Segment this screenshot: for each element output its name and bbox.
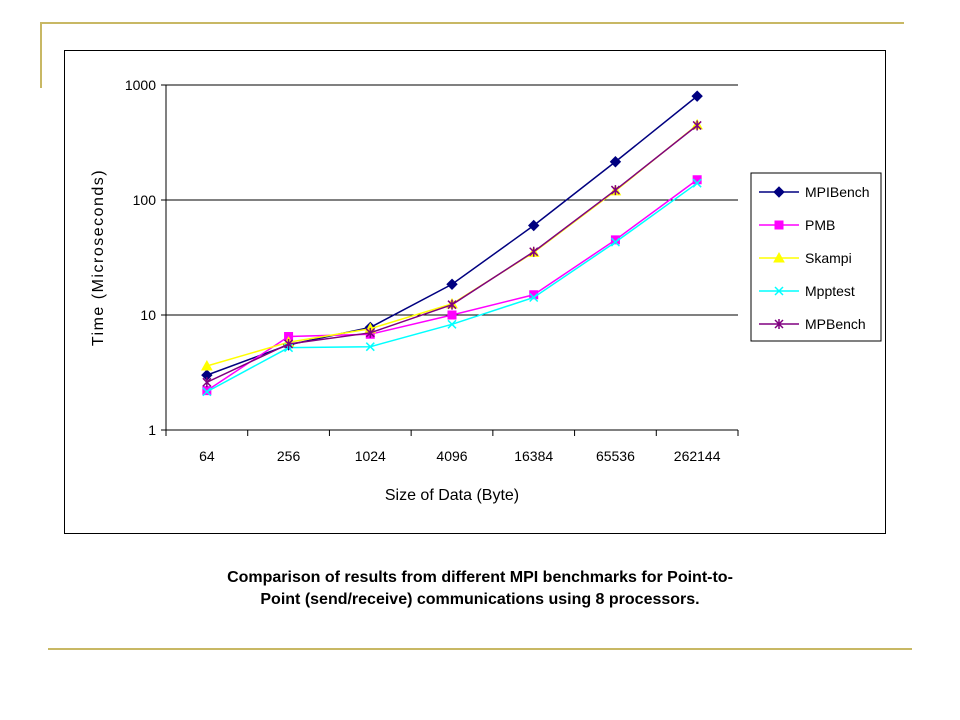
marker-square — [447, 310, 457, 320]
series-mpbench — [202, 120, 702, 388]
bottom-decorative-line — [48, 648, 912, 650]
marker-x — [365, 342, 375, 352]
legend-label: Skampi — [805, 250, 852, 266]
x-tick-label: 64 — [199, 448, 215, 464]
legend-item-skampi: Skampi — [759, 250, 852, 266]
y-tick-label: 10 — [140, 307, 156, 323]
legend-item-pmb: PMB — [759, 217, 835, 233]
series-skampi — [201, 118, 703, 371]
marker-star — [447, 299, 457, 310]
legend-label: Mpptest — [805, 283, 855, 299]
marker-star — [202, 377, 212, 388]
marker-x — [529, 292, 539, 303]
x-axis-title: Size of Data (Byte) — [385, 487, 519, 504]
marker-star — [529, 246, 539, 257]
series-mpibench — [201, 90, 703, 381]
x-tick-label: 4096 — [436, 448, 467, 464]
legend-label: MPBench — [805, 316, 866, 332]
y-tick-label: 100 — [133, 192, 157, 208]
caption-line-1: Comparison of results from different MPI… — [227, 569, 733, 586]
marker-star — [774, 319, 784, 329]
series-line-mpbench — [206, 124, 698, 383]
caption-line-2: Point (send/receive) communications usin… — [260, 591, 700, 608]
x-tick-label: 1024 — [355, 448, 386, 464]
x-tick-label: 65536 — [596, 448, 635, 464]
marker-x — [202, 387, 212, 397]
marker-diamond — [691, 90, 703, 102]
marker-diamond — [773, 186, 785, 198]
y-axis-title: Time (Microseconds) — [90, 169, 107, 346]
legend: MPIBench PMB Skampi Mpptest MPBench — [750, 172, 882, 342]
y-tick-label: 1 — [148, 422, 156, 438]
marker-x — [610, 237, 620, 247]
marker-star — [610, 185, 620, 196]
x-tick-label: 256 — [277, 448, 301, 464]
legend-item-mpibench: MPIBench — [759, 184, 870, 200]
top-decorative-line — [40, 22, 904, 24]
legend-box — [750, 172, 882, 342]
legend-item-mpptest: Mpptest — [759, 283, 855, 299]
series-group — [201, 90, 703, 397]
x-tick-label: 262144 — [674, 448, 721, 464]
marker-star — [284, 338, 294, 349]
marker-star — [365, 327, 375, 338]
legend-item-mpbench: MPBench — [759, 316, 866, 332]
y-tick-label: 1000 — [125, 77, 156, 93]
marker-x — [447, 319, 457, 329]
legend-label: MPIBench — [805, 184, 870, 200]
axes: 1 10 100 1000 64 256 1024 4096 16384 65536 262144 — [125, 77, 739, 464]
marker-diamond — [609, 156, 622, 168]
marker-square — [774, 220, 784, 230]
marker-diamond — [446, 278, 458, 290]
chart-frame: 1 10 100 1000 64 256 1024 4096 16384 65536 262144 … — [64, 50, 886, 534]
marker-triangle — [201, 359, 213, 371]
marker-star — [692, 120, 702, 131]
marker-x — [692, 178, 702, 188]
x-tick-label: 16384 — [514, 448, 553, 464]
marker-x — [774, 286, 784, 296]
marker-diamond — [528, 219, 540, 232]
legend-label: PMB — [805, 217, 835, 233]
marker-triangle — [773, 251, 785, 263]
left-decorative-line — [40, 22, 42, 88]
series-line-skampi — [206, 124, 698, 367]
